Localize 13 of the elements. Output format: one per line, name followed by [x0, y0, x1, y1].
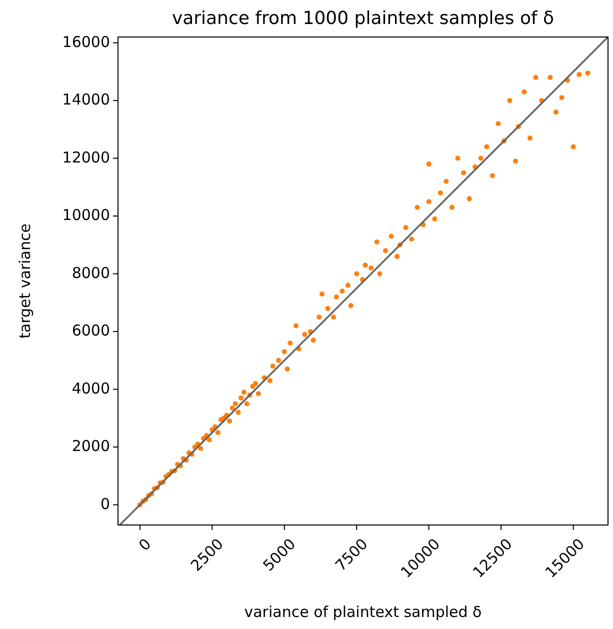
y-axis-title: target variance [16, 224, 34, 338]
chart-title: variance from 1000 plaintext samples of δ [172, 8, 554, 29]
x-axis-title: variance of plaintext sampled δ [244, 603, 482, 621]
y-tick-label: 14000 [62, 90, 110, 109]
y-tick-label: 10000 [62, 206, 110, 224]
y-tick-label: 2000 [72, 437, 110, 456]
y-tick-label: 0 [100, 494, 110, 513]
y-tick-label: 12000 [62, 148, 110, 166]
y-tick-label: 16000 [62, 32, 110, 51]
y-tick-label: 8000 [72, 264, 110, 282]
x-tick-label: 0 [135, 535, 155, 554]
y-tick-label: 6000 [72, 322, 110, 340]
y-tick-label: 4000 [72, 379, 110, 398]
